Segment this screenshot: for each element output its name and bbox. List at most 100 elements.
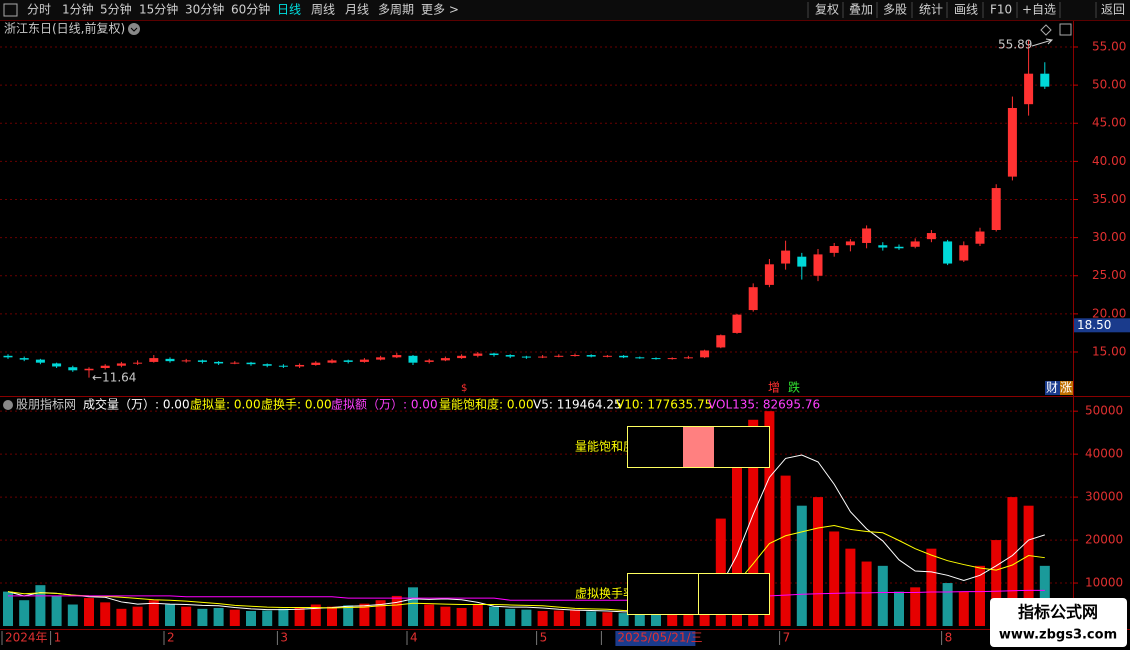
toolbar-item[interactable]: 更多 > — [421, 3, 459, 17]
overlay-fill — [683, 427, 714, 467]
candle-body — [408, 355, 418, 363]
menu-icon[interactable] — [3, 3, 18, 17]
header-dropdown[interactable] — [3, 400, 13, 410]
title-dropdown[interactable] — [128, 23, 140, 35]
toolbar-item[interactable]: 1分钟 — [62, 2, 94, 17]
x-tick-label: 7 — [783, 631, 791, 645]
volume-bar — [877, 565, 888, 626]
candle-body — [149, 358, 159, 362]
toolbar-button[interactable]: 统计 — [919, 3, 943, 17]
volume-bar — [715, 518, 726, 626]
max-label: 55.89 — [998, 38, 1032, 52]
candle-body — [473, 353, 483, 356]
candle-body — [1040, 73, 1050, 87]
toolbar-button[interactable]: 叠加 — [849, 3, 873, 17]
y-tick-label: 20.00 — [1092, 306, 1126, 320]
volume-bar — [408, 587, 418, 626]
volume-bar — [391, 595, 402, 626]
toolbar-button[interactable]: 复权 — [815, 3, 839, 17]
panel-icon[interactable] — [1059, 23, 1072, 36]
candle-body — [619, 355, 629, 358]
ma-line — [7, 454, 1045, 613]
candle-body — [35, 359, 45, 363]
x-tick-label: 8 — [945, 631, 953, 645]
candle-body — [19, 358, 29, 360]
volume-bar — [116, 608, 127, 626]
event-marker-bg — [1060, 381, 1073, 395]
toolbar-bg — [0, 0, 1130, 20]
toolbar-item[interactable]: 多周期 — [378, 3, 414, 17]
volume-pane: 10000 20000 30000 40000 50000 2024年 1 2 3 4 5 2025/… — [0, 404, 1123, 646]
y-tick-label: 50000 — [1085, 404, 1123, 418]
volume-bar — [51, 595, 62, 626]
event-marker[interactable]: 涨 — [1060, 380, 1072, 395]
volume-bar — [1023, 505, 1034, 626]
volume-bar — [796, 505, 807, 626]
volume-bar — [521, 609, 532, 626]
volume-bar — [278, 608, 289, 626]
toolbar-item[interactable]: 60分钟 — [231, 2, 270, 17]
event-marker[interactable]: 增 — [768, 381, 780, 395]
candle-body — [683, 357, 693, 359]
volume-bar — [894, 591, 904, 626]
candle-body — [813, 254, 823, 276]
toolbar-item[interactable]: 周线 — [311, 3, 335, 17]
candle-body — [100, 365, 110, 369]
toolbar-item[interactable]: 15分钟 — [139, 2, 178, 17]
toolbar-button[interactable]: +自选 — [1022, 3, 1056, 17]
event-marker[interactable]: $ — [461, 383, 467, 394]
volume-bar — [246, 610, 256, 626]
candle-body — [975, 231, 985, 244]
candle-body — [278, 365, 288, 367]
volume-bar — [472, 604, 483, 626]
volume-bar — [958, 591, 969, 626]
watermark-url: www.zbgs3.com — [999, 628, 1117, 643]
candle-body — [1024, 73, 1034, 105]
toolbar-button[interactable]: 多股 — [883, 3, 907, 17]
indicator-value: V5: 119464.25 — [533, 398, 622, 412]
toolbar-item-active[interactable]: 日线 — [277, 3, 301, 17]
toolbar-item[interactable]: 5分钟 — [100, 2, 132, 17]
volume-bar — [586, 611, 597, 626]
y-tick-label: 35.00 — [1092, 192, 1126, 206]
candle-body — [197, 360, 207, 362]
candle-body — [991, 188, 1001, 230]
watermark-bg — [990, 598, 1127, 647]
toolbar-button[interactable]: 返回 — [1101, 3, 1125, 17]
diamond-icon[interactable] — [1040, 24, 1052, 36]
cursor-price-label: 18.50 — [1077, 318, 1111, 332]
y-tick-label: 45.00 — [1092, 116, 1126, 130]
candle-body — [521, 356, 531, 358]
volume-bar — [1039, 565, 1050, 626]
volume-bar — [618, 613, 629, 626]
candle-body — [457, 355, 467, 359]
candle-body — [214, 361, 224, 364]
volume-bar — [667, 612, 678, 626]
cursor-date-bg — [615, 631, 696, 646]
candle-body — [829, 246, 839, 253]
x-tick-label: 2 — [167, 631, 175, 645]
toolbar-item[interactable]: 分时 — [27, 3, 51, 17]
candle-body — [862, 228, 872, 243]
max-arrow — [1031, 38, 1054, 47]
event-marker[interactable]: 跌 — [788, 380, 800, 395]
volume-bar — [764, 411, 775, 626]
toolbar-button[interactable]: 画线 — [954, 3, 978, 17]
x-tick-label: 3 — [280, 631, 288, 645]
toolbar-item[interactable]: 30分钟 — [185, 2, 224, 17]
candle-body — [910, 241, 920, 247]
volume-bar — [651, 611, 661, 626]
watermark-title: 指标公式网 — [1018, 603, 1098, 622]
candle-body — [700, 350, 710, 358]
volume-bar — [748, 419, 759, 626]
toolbar-button[interactable]: F10 — [990, 3, 1012, 17]
volume-bar — [505, 608, 516, 626]
event-marker[interactable]: 财 — [1046, 381, 1058, 395]
toolbar-item[interactable]: 月线 — [345, 3, 369, 17]
candle-body — [894, 246, 904, 249]
candle-body — [359, 359, 369, 362]
indicator-value: V10: 177635.75 — [616, 398, 712, 412]
candle-body — [732, 314, 742, 333]
